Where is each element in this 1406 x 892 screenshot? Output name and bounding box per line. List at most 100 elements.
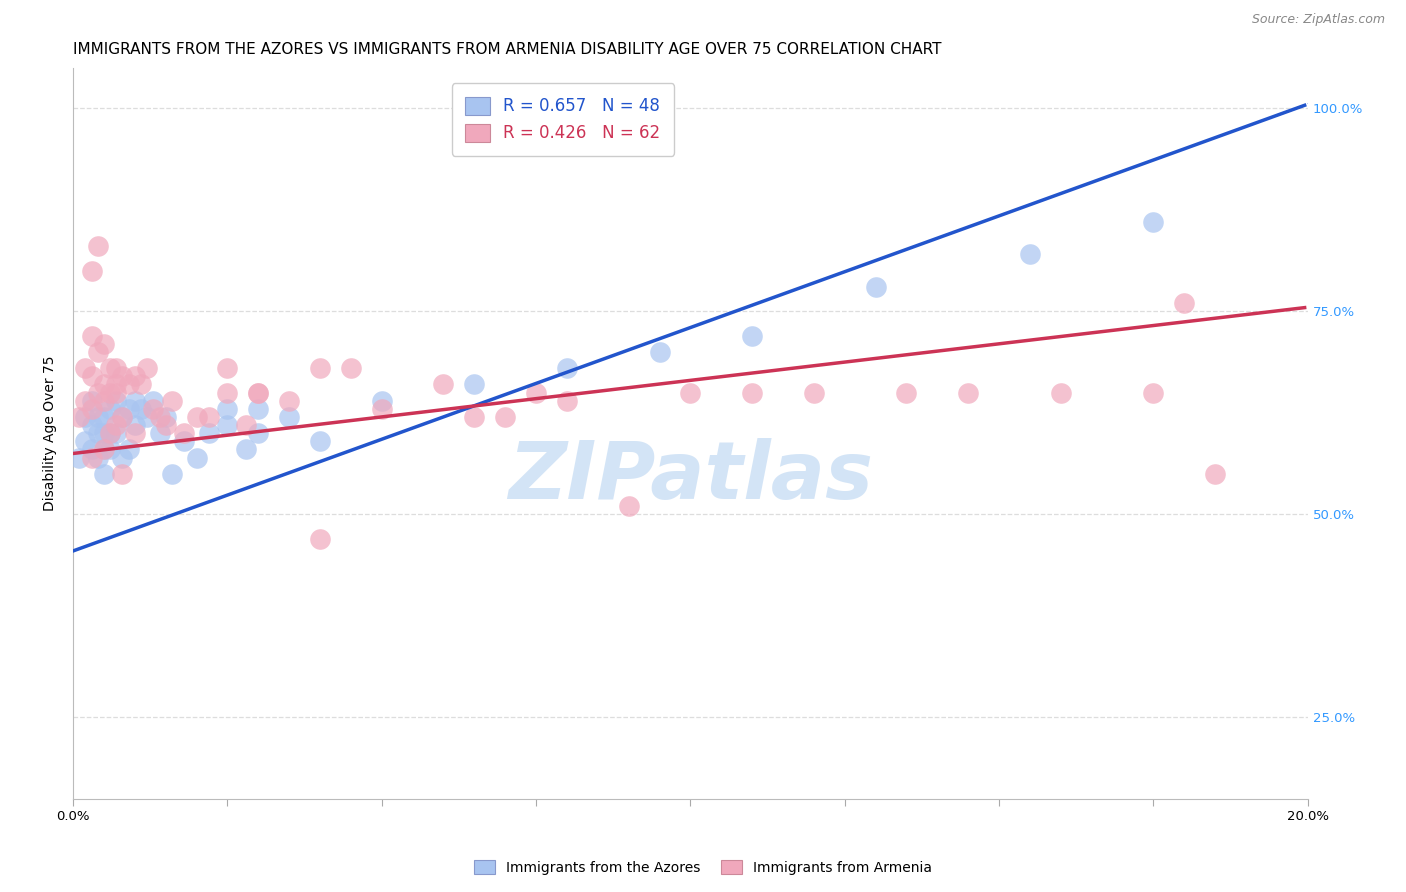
Point — [679, 385, 702, 400]
Point — [148, 426, 170, 441]
Point — [217, 418, 239, 433]
Point — [217, 401, 239, 416]
Point — [87, 385, 110, 400]
Point — [105, 377, 128, 392]
Point — [117, 442, 139, 457]
Point — [648, 345, 671, 359]
Point — [98, 385, 121, 400]
Point — [67, 409, 90, 424]
Text: ZIPatlas: ZIPatlas — [508, 438, 873, 516]
Point — [124, 369, 146, 384]
Point — [524, 385, 547, 400]
Point — [111, 467, 134, 481]
Point — [136, 409, 159, 424]
Point — [105, 385, 128, 400]
Point — [98, 361, 121, 376]
Point — [93, 409, 115, 424]
Point — [87, 450, 110, 465]
Point — [105, 393, 128, 408]
Point — [93, 393, 115, 408]
Text: IMMIGRANTS FROM THE AZORES VS IMMIGRANTS FROM ARMENIA DISABILITY AGE OVER 75 COR: IMMIGRANTS FROM THE AZORES VS IMMIGRANTS… — [73, 42, 942, 57]
Point — [105, 426, 128, 441]
Point — [432, 377, 454, 392]
Point — [111, 450, 134, 465]
Point — [555, 361, 578, 376]
Point — [160, 393, 183, 408]
Point — [803, 385, 825, 400]
Point — [124, 393, 146, 408]
Point — [155, 409, 177, 424]
Point — [75, 434, 97, 449]
Point — [124, 426, 146, 441]
Point — [80, 393, 103, 408]
Point — [124, 418, 146, 433]
Point — [198, 426, 221, 441]
Point — [1173, 296, 1195, 310]
Point — [309, 361, 332, 376]
Point — [87, 345, 110, 359]
Point — [1049, 385, 1071, 400]
Point — [111, 409, 134, 424]
Point — [217, 385, 239, 400]
Point — [371, 401, 394, 416]
Point — [148, 409, 170, 424]
Point — [129, 377, 152, 392]
Point — [617, 500, 640, 514]
Point — [80, 442, 103, 457]
Point — [173, 426, 195, 441]
Point — [340, 361, 363, 376]
Point — [98, 401, 121, 416]
Point — [555, 393, 578, 408]
Point — [98, 426, 121, 441]
Point — [93, 336, 115, 351]
Point — [129, 401, 152, 416]
Point — [217, 361, 239, 376]
Point — [463, 409, 485, 424]
Point — [278, 409, 301, 424]
Point — [93, 442, 115, 457]
Point — [1142, 385, 1164, 400]
Point — [80, 369, 103, 384]
Point — [75, 393, 97, 408]
Point — [371, 393, 394, 408]
Point — [247, 426, 270, 441]
Point — [111, 409, 134, 424]
Point — [309, 532, 332, 546]
Point — [87, 409, 110, 424]
Legend: Immigrants from the Azores, Immigrants from Armenia: Immigrants from the Azores, Immigrants f… — [468, 855, 938, 880]
Point — [67, 450, 90, 465]
Point — [93, 377, 115, 392]
Point — [111, 369, 134, 384]
Point — [1204, 467, 1226, 481]
Point — [80, 328, 103, 343]
Point — [93, 442, 115, 457]
Point — [1142, 215, 1164, 229]
Point — [957, 385, 980, 400]
Point — [494, 409, 516, 424]
Point — [160, 467, 183, 481]
Point — [80, 263, 103, 277]
Y-axis label: Disability Age Over 75: Disability Age Over 75 — [44, 355, 58, 511]
Point — [247, 401, 270, 416]
Point — [309, 434, 332, 449]
Point — [173, 434, 195, 449]
Point — [105, 361, 128, 376]
Point — [247, 385, 270, 400]
Point — [136, 361, 159, 376]
Point — [278, 393, 301, 408]
Point — [105, 418, 128, 433]
Point — [75, 409, 97, 424]
Point — [93, 426, 115, 441]
Point — [1018, 247, 1040, 261]
Point — [247, 385, 270, 400]
Point — [87, 239, 110, 253]
Point — [80, 450, 103, 465]
Point — [155, 418, 177, 433]
Point — [98, 426, 121, 441]
Point — [80, 401, 103, 416]
Legend: R = 0.657   N = 48, R = 0.426   N = 62: R = 0.657 N = 48, R = 0.426 N = 62 — [451, 83, 673, 155]
Point — [865, 280, 887, 294]
Point — [93, 467, 115, 481]
Text: Source: ZipAtlas.com: Source: ZipAtlas.com — [1251, 13, 1385, 27]
Point — [186, 450, 208, 465]
